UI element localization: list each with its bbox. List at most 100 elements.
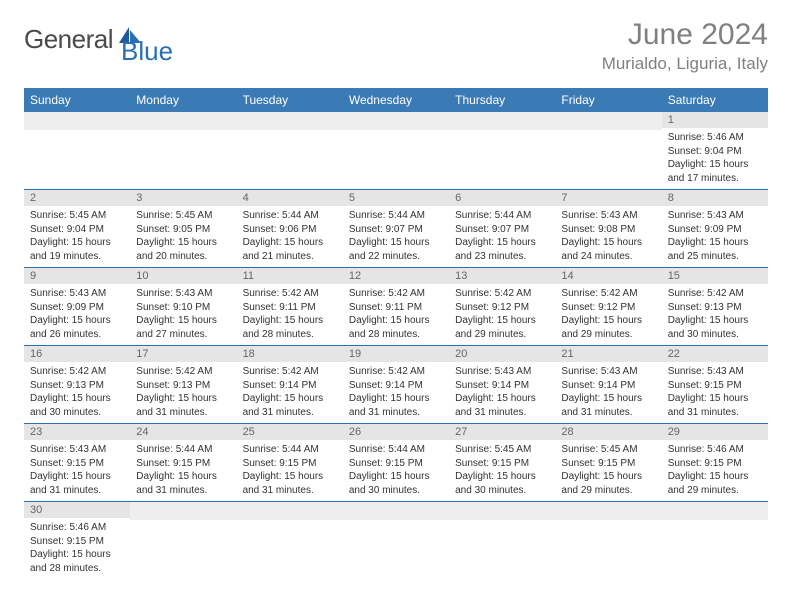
day-content: Sunrise: 5:42 AMSunset: 9:12 PMDaylight:… [449,284,555,345]
day-number: 27 [449,424,555,440]
calendar-day-cell [555,502,661,580]
daylight-text: and 30 minutes. [30,406,124,420]
daylight-text: and 28 minutes. [243,328,337,342]
sunset-text: Sunset: 9:15 PM [561,457,655,471]
daylight-text: Daylight: 15 hours [30,392,124,406]
weekday-header: Sunday [24,88,130,112]
daylight-text: and 28 minutes. [349,328,443,342]
day-content: Sunrise: 5:43 AMSunset: 9:14 PMDaylight:… [555,362,661,423]
day-content: Sunrise: 5:43 AMSunset: 9:14 PMDaylight:… [449,362,555,423]
calendar-day-cell: 3Sunrise: 5:45 AMSunset: 9:05 PMDaylight… [130,190,236,268]
sunrise-text: Sunrise: 5:45 AM [561,443,655,457]
sunrise-text: Sunrise: 5:42 AM [243,365,337,379]
daylight-text: Daylight: 15 hours [30,236,124,250]
daylight-text: Daylight: 15 hours [243,314,337,328]
daylight-text: Daylight: 15 hours [561,392,655,406]
day-content: Sunrise: 5:45 AMSunset: 9:04 PMDaylight:… [24,206,130,267]
daylight-text: Daylight: 15 hours [455,470,549,484]
day-number: 26 [343,424,449,440]
day-content: Sunrise: 5:43 AMSunset: 9:09 PMDaylight:… [24,284,130,345]
day-content: Sunrise: 5:42 AMSunset: 9:12 PMDaylight:… [555,284,661,345]
daylight-text: Daylight: 15 hours [243,236,337,250]
calendar-day-cell: 10Sunrise: 5:43 AMSunset: 9:10 PMDayligh… [130,268,236,346]
calendar-day-cell: 20Sunrise: 5:43 AMSunset: 9:14 PMDayligh… [449,346,555,424]
daylight-text: and 26 minutes. [30,328,124,342]
daylight-text: and 28 minutes. [30,562,124,576]
calendar-day-cell: 13Sunrise: 5:42 AMSunset: 9:12 PMDayligh… [449,268,555,346]
weekday-header: Friday [555,88,661,112]
sunset-text: Sunset: 9:15 PM [668,379,762,393]
day-number-empty [449,502,555,520]
calendar-day-cell: 11Sunrise: 5:42 AMSunset: 9:11 PMDayligh… [237,268,343,346]
day-number: 29 [662,424,768,440]
day-content: Sunrise: 5:42 AMSunset: 9:13 PMDaylight:… [662,284,768,345]
sunset-text: Sunset: 9:07 PM [349,223,443,237]
sunset-text: Sunset: 9:10 PM [136,301,230,315]
daylight-text: and 20 minutes. [136,250,230,264]
calendar-day-cell: 9Sunrise: 5:43 AMSunset: 9:09 PMDaylight… [24,268,130,346]
daylight-text: and 29 minutes. [561,328,655,342]
daylight-text: and 31 minutes. [243,484,337,498]
day-number: 1 [662,112,768,128]
sunset-text: Sunset: 9:12 PM [561,301,655,315]
sunrise-text: Sunrise: 5:42 AM [243,287,337,301]
sunset-text: Sunset: 9:13 PM [30,379,124,393]
daylight-text: Daylight: 15 hours [668,470,762,484]
day-number-empty [555,112,661,130]
day-number: 23 [24,424,130,440]
calendar-week-row: 2Sunrise: 5:45 AMSunset: 9:04 PMDaylight… [24,190,768,268]
sunrise-text: Sunrise: 5:44 AM [243,209,337,223]
sunrise-text: Sunrise: 5:46 AM [668,131,762,145]
calendar-day-cell: 18Sunrise: 5:42 AMSunset: 9:14 PMDayligh… [237,346,343,424]
day-number: 9 [24,268,130,284]
daylight-text: Daylight: 15 hours [30,314,124,328]
calendar-day-cell: 19Sunrise: 5:42 AMSunset: 9:14 PMDayligh… [343,346,449,424]
brand-name-part2: Blue [121,36,173,67]
daylight-text: and 31 minutes. [455,406,549,420]
day-number-empty [24,112,130,130]
daylight-text: Daylight: 15 hours [668,392,762,406]
sunrise-text: Sunrise: 5:42 AM [561,287,655,301]
weekday-header: Monday [130,88,236,112]
daylight-text: Daylight: 15 hours [455,314,549,328]
sunrise-text: Sunrise: 5:44 AM [349,209,443,223]
calendar-day-cell [237,502,343,580]
daylight-text: and 22 minutes. [349,250,443,264]
daylight-text: and 19 minutes. [30,250,124,264]
daylight-text: and 24 minutes. [561,250,655,264]
calendar-day-cell: 25Sunrise: 5:44 AMSunset: 9:15 PMDayligh… [237,424,343,502]
day-content: Sunrise: 5:42 AMSunset: 9:13 PMDaylight:… [24,362,130,423]
sunrise-text: Sunrise: 5:46 AM [30,521,124,535]
day-number-empty [449,112,555,130]
day-content: Sunrise: 5:43 AMSunset: 9:09 PMDaylight:… [662,206,768,267]
calendar-day-cell [343,112,449,190]
calendar-week-row: 9Sunrise: 5:43 AMSunset: 9:09 PMDaylight… [24,268,768,346]
day-content: Sunrise: 5:43 AMSunset: 9:10 PMDaylight:… [130,284,236,345]
day-number: 5 [343,190,449,206]
title-block: June 2024 Murialdo, Liguria, Italy [602,18,768,74]
day-number: 24 [130,424,236,440]
sunset-text: Sunset: 9:13 PM [136,379,230,393]
calendar-day-cell: 21Sunrise: 5:43 AMSunset: 9:14 PMDayligh… [555,346,661,424]
day-content: Sunrise: 5:45 AMSunset: 9:15 PMDaylight:… [449,440,555,501]
sunset-text: Sunset: 9:09 PM [30,301,124,315]
sunset-text: Sunset: 9:15 PM [30,457,124,471]
daylight-text: and 31 minutes. [349,406,443,420]
day-content: Sunrise: 5:43 AMSunset: 9:15 PMDaylight:… [24,440,130,501]
daylight-text: Daylight: 15 hours [30,470,124,484]
calendar-day-cell [449,112,555,190]
day-content: Sunrise: 5:42 AMSunset: 9:14 PMDaylight:… [343,362,449,423]
sunrise-text: Sunrise: 5:42 AM [30,365,124,379]
day-number-empty [343,112,449,130]
calendar-day-cell: 28Sunrise: 5:45 AMSunset: 9:15 PMDayligh… [555,424,661,502]
sunrise-text: Sunrise: 5:44 AM [455,209,549,223]
calendar-day-cell: 23Sunrise: 5:43 AMSunset: 9:15 PMDayligh… [24,424,130,502]
day-number: 8 [662,190,768,206]
day-content: Sunrise: 5:44 AMSunset: 9:15 PMDaylight:… [343,440,449,501]
calendar-day-cell [343,502,449,580]
day-content: Sunrise: 5:46 AMSunset: 9:04 PMDaylight:… [662,128,768,189]
calendar-day-cell: 5Sunrise: 5:44 AMSunset: 9:07 PMDaylight… [343,190,449,268]
day-number: 4 [237,190,343,206]
day-content: Sunrise: 5:44 AMSunset: 9:15 PMDaylight:… [237,440,343,501]
weekday-header-row: Sunday Monday Tuesday Wednesday Thursday… [24,88,768,112]
